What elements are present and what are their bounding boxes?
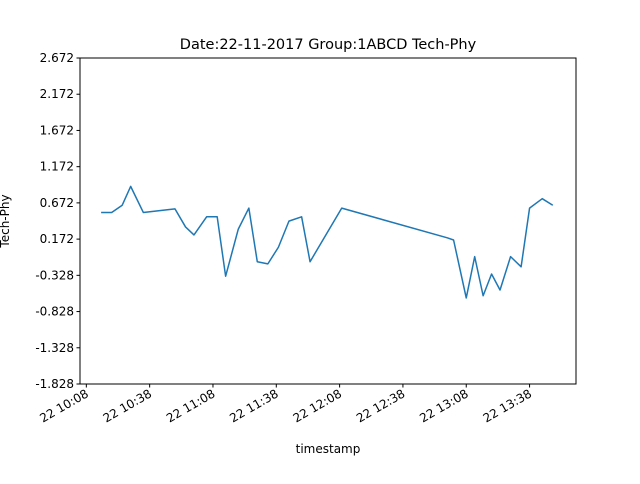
x-axis-label: timestamp	[296, 442, 361, 456]
y-tick-label: 2.172	[40, 87, 74, 101]
chart-title: Date:22-11-2017 Group:1ABCD Tech-Phy	[180, 37, 477, 53]
y-tick-label: -0.828	[35, 305, 74, 319]
y-tick-label: 1.172	[40, 160, 74, 174]
y-tick-label: -1.328	[35, 341, 74, 355]
y-tick-label: 1.672	[40, 123, 74, 137]
plot-frame	[79, 57, 577, 385]
line	[101, 185, 554, 299]
y-tick-label: -0.328	[35, 268, 74, 282]
y-tick-label: 0.172	[40, 232, 74, 246]
y-axis-label: Tech-Phy	[0, 194, 12, 248]
y-tick-label: 0.672	[40, 196, 74, 210]
y-tick-label: -1.828	[35, 377, 74, 391]
y-tick-label: 2.672	[40, 51, 74, 65]
